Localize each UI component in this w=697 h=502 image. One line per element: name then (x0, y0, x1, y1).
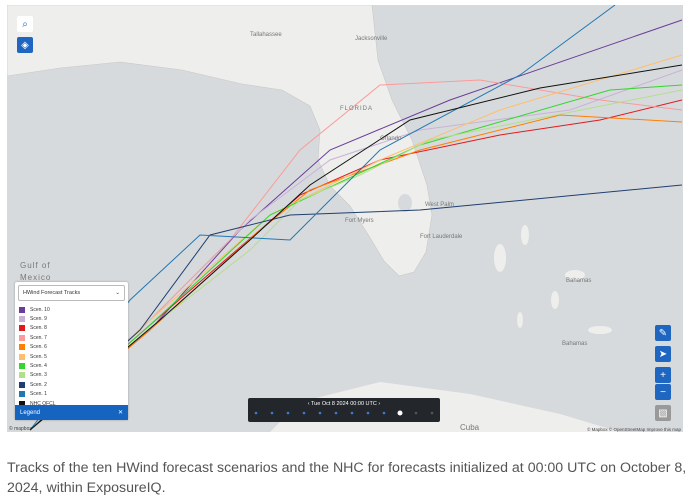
legend-item: Scen. 3 (15, 371, 128, 380)
legend-item: Scen. 9 (15, 314, 128, 323)
timeline-dot[interactable] (334, 411, 338, 415)
timeline-dot[interactable] (366, 411, 370, 415)
legend-item: Scen. 2 (15, 380, 128, 389)
legend-swatch (19, 325, 25, 332)
timeline-dot[interactable] (350, 411, 354, 415)
legend-item: Scen. 6 (15, 343, 128, 352)
timeline-dot[interactable] (286, 411, 290, 415)
draw-button[interactable]: ✎ (655, 325, 671, 341)
timeline-dot[interactable] (430, 411, 434, 415)
map-label: Mexico (20, 273, 51, 282)
basemap-button[interactable]: ▧ (655, 405, 671, 421)
legend-label: Scen. 2 (30, 381, 47, 388)
attribution: © Mapbox © OpenStreetMap Improve this ma… (587, 426, 681, 432)
layers-button[interactable]: ◈ (17, 37, 33, 53)
map-label: Bahamas (562, 341, 587, 347)
legend-swatch (19, 400, 25, 407)
legend-swatch (19, 353, 25, 360)
legend-swatch (19, 391, 25, 398)
track (29, 54, 683, 431)
legend-label: Scen. 6 (30, 344, 47, 351)
legend-item: Scen. 5 (15, 352, 128, 361)
legend-label: Scen. 7 (30, 334, 47, 341)
legend-item: Scen. 1 (15, 390, 128, 399)
timeline-dot[interactable] (254, 411, 258, 415)
map-label: Cuba (460, 423, 480, 432)
timeline-dot[interactable] (382, 411, 386, 415)
layer-select[interactable]: HWind Forecast Tracks ⌄ (18, 285, 125, 301)
legend-label: NHC OFCL (30, 400, 56, 407)
map-label: Jacksonville (355, 36, 388, 42)
legend-item: Scen. 10 (15, 305, 128, 314)
timeline-dots (254, 410, 434, 416)
map-label: Fort Lauderdale (420, 234, 463, 240)
timeline: ‹ Tue Oct 8 2024 00:00 UTC › (248, 398, 440, 422)
legend-swatch (19, 306, 25, 313)
legend-item: NHC OFCL (15, 399, 128, 408)
timeline-dot[interactable] (414, 411, 418, 415)
select-text: HWind Forecast Tracks (23, 290, 81, 296)
legend-item: Scen. 8 (15, 324, 128, 333)
legend-label: Scen. 9 (30, 316, 47, 323)
legend-swatch (19, 363, 25, 370)
zoom-in[interactable]: + (655, 367, 671, 383)
zoom-out[interactable]: − (655, 384, 671, 400)
timeline-dot[interactable] (397, 410, 403, 416)
map-label: Fort Myers (345, 218, 374, 224)
track (29, 5, 616, 431)
timeline-dot[interactable] (302, 411, 306, 415)
legend-label: Scen. 5 (30, 353, 47, 360)
caption: Tracks of the ten HWind forecast scenari… (7, 460, 687, 496)
track (29, 84, 683, 431)
legend-label: Scen. 1 (30, 391, 47, 398)
track (29, 99, 683, 431)
legend-label: Scen. 8 (30, 325, 47, 332)
logo: © mapbox (9, 425, 32, 432)
map-label: Bahamas (566, 278, 591, 284)
search-button[interactable]: ⌕ (17, 16, 33, 32)
legend-swatch (19, 316, 25, 323)
legend-swatch (19, 372, 25, 379)
legend-button[interactable]: Legend ✕ (15, 405, 128, 420)
map-label: West Palm (425, 202, 454, 208)
legend-button-text: Legend (20, 409, 41, 416)
legend-label: Scen. 10 (30, 306, 50, 313)
map-label: Gulf of (20, 261, 51, 270)
map-label: Tallahassee (250, 32, 282, 38)
map-label: FLORIDA (340, 106, 373, 112)
legend-swatch (19, 334, 25, 341)
track (29, 114, 683, 431)
legend-swatch (19, 344, 25, 351)
timeline-date: Tue Oct 8 2024 00:00 UTC (311, 401, 377, 407)
timeline-dot[interactable] (270, 411, 274, 415)
legend: HWind Forecast Tracks ⌄ Scen. 10 Scen. 9 Sc… (15, 282, 128, 420)
legend-item: Scen. 4 (15, 361, 128, 370)
locate-button[interactable]: ➤ (655, 346, 671, 362)
map-label: Orlando (380, 136, 402, 142)
legend-label: Scen. 4 (30, 363, 47, 370)
legend-label: Scen. 3 (30, 372, 47, 379)
timeline-dot[interactable] (318, 411, 322, 415)
timeline-header: ‹ Tue Oct 8 2024 00:00 UTC › (307, 401, 381, 407)
legend-swatch (19, 381, 25, 388)
track (29, 64, 683, 431)
legend-item: Scen. 7 (15, 333, 128, 342)
